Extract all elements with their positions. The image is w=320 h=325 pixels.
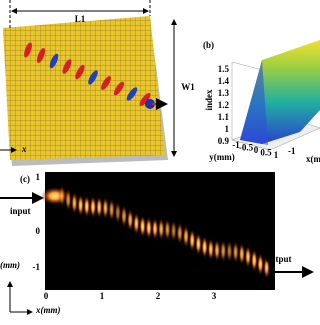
y-tick-label: 0	[36, 226, 41, 236]
blob	[257, 253, 264, 276]
y-tick-label: -1	[33, 262, 41, 272]
blob	[114, 201, 122, 224]
blob	[207, 238, 214, 261]
z-tick-label: 1.1	[218, 112, 230, 122]
panel-label: (c)	[20, 174, 30, 184]
axis-label: x	[21, 144, 27, 154]
element	[75, 64, 85, 80]
blob	[232, 241, 239, 264]
y-label: (mm)	[0, 260, 20, 270]
output-label: output	[266, 254, 292, 264]
blob	[176, 222, 183, 245]
z-tick-label: 1.4	[218, 76, 230, 86]
x-tick-label: 1	[100, 291, 105, 301]
blob	[195, 232, 202, 255]
z-tick-label: 0.9	[218, 136, 230, 146]
blob	[213, 239, 221, 262]
blob	[263, 256, 270, 279]
blob	[139, 215, 146, 238]
z-tick-label: 1.2	[218, 100, 230, 110]
blob	[189, 229, 196, 252]
element	[49, 53, 59, 69]
element	[126, 87, 138, 101]
blob	[170, 219, 177, 242]
z-tick-label: 1.5	[218, 64, 230, 74]
element	[139, 92, 151, 107]
element	[36, 47, 46, 64]
x-tick-label: 3	[212, 291, 217, 301]
element	[88, 70, 98, 85]
x-tick-label: 0	[44, 291, 49, 301]
blob	[96, 196, 103, 219]
blob	[226, 240, 233, 263]
blob	[182, 225, 190, 248]
blob	[244, 245, 252, 268]
x-tick-label: -1	[288, 146, 296, 156]
y-tick-label: -1	[232, 140, 240, 150]
panel-a: L1 W1 x	[0, 0, 195, 166]
blob	[65, 188, 72, 211]
element	[113, 81, 125, 96]
y-tick-label: 1	[36, 172, 41, 182]
blob	[83, 195, 91, 218]
x-tick-label: 2	[156, 291, 161, 301]
element	[145, 99, 155, 109]
length-label: L1	[75, 14, 86, 24]
z-tick-label: 1.3	[218, 88, 230, 98]
panel-label: (b)	[203, 40, 214, 50]
blob	[102, 197, 109, 220]
blob	[238, 242, 245, 265]
blob	[127, 209, 134, 232]
input-label: input	[10, 206, 31, 216]
blob	[77, 194, 84, 217]
blob	[120, 205, 128, 228]
beam-elements	[24, 42, 168, 110]
y-label: y(mm)	[209, 152, 235, 162]
blob	[108, 198, 115, 221]
x-label: x(mm)	[35, 305, 61, 315]
y-tick-label: -0.5	[239, 143, 254, 153]
y-tick-label: 0	[254, 145, 259, 155]
blob	[89, 195, 97, 218]
blob	[158, 218, 165, 241]
blob	[251, 249, 258, 272]
x-label: x(m	[306, 154, 320, 164]
blob	[133, 212, 140, 235]
blob	[151, 217, 159, 240]
blob	[164, 218, 171, 241]
blob	[145, 216, 152, 239]
y-tick-label: 0.5	[260, 148, 272, 158]
beam-intensity	[41, 185, 270, 279]
blob	[201, 236, 208, 259]
blob	[220, 239, 227, 262]
y-tick-label: 1	[274, 150, 279, 160]
width-label: W1	[181, 82, 195, 92]
panel-c: (c) 1 0 -1 0 1 2 3 input output (mm) x(mm)	[0, 172, 314, 315]
element	[101, 76, 111, 90]
blob	[58, 185, 66, 207]
blob	[71, 191, 78, 214]
z-tick-label: 1	[225, 124, 230, 134]
slab	[3, 16, 165, 160]
z-label: index	[204, 89, 214, 111]
ridge-face	[240, 60, 268, 145]
element	[62, 59, 72, 74]
element	[24, 42, 32, 58]
panel-b: (b) index 1.51.41.31.21.110.9 -1 -0.5 0 0.5 1…	[203, 40, 320, 164]
